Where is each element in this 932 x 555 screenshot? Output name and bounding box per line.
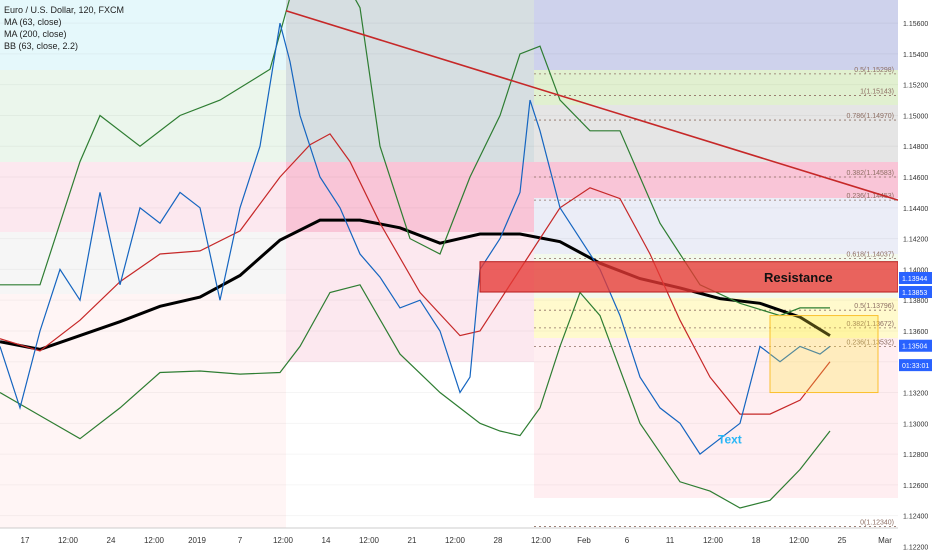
x-tick-label: Feb	[577, 536, 591, 545]
x-tick-label: 28	[494, 536, 503, 545]
price-label: 01:33:01	[902, 363, 929, 370]
series-ma-200-close-	[0, 218, 831, 351]
series-layer	[0, 0, 831, 509]
fib-label: 1(1.15143)	[860, 88, 894, 95]
x-tick-label: 12:00	[359, 536, 380, 545]
y-tick-label: 1.13600	[903, 329, 928, 336]
fib-label: 0.382(1.13672)	[847, 321, 894, 328]
zone-4	[0, 294, 286, 528]
y-tick-label: 1.12200	[903, 544, 928, 550]
y-tick-label: 1.13000	[903, 421, 928, 428]
y-tick-label: 1.14000	[903, 267, 928, 274]
fib-label: 0.236(1.13532)	[847, 339, 894, 346]
y-tick-label: 1.15600	[903, 21, 928, 28]
background-zones	[0, 0, 898, 528]
x-tick-label: 6	[625, 536, 630, 545]
price-labels: 1.13944 1.13853 1.13504 01:33:01	[899, 272, 932, 372]
zone-12	[534, 198, 898, 254]
legend: Euro / U.S. Dollar, 120, FXCM MA (63, cl…	[4, 4, 124, 52]
x-tick-label: 24	[107, 536, 116, 545]
x-tick-label: 12:00	[273, 536, 294, 545]
price-label: 1.13944	[902, 276, 927, 283]
fib-label: 0.236(1.14453)	[847, 193, 894, 200]
fib-label: 0(1.12340)	[860, 519, 894, 526]
y-tick-label: 1.13800	[903, 298, 928, 305]
zone-9	[534, 70, 898, 105]
y-tick-label: 1.15400	[903, 52, 928, 59]
y-tick-label: 1.12600	[903, 483, 928, 490]
y-tick-label: 1.14600	[903, 175, 928, 182]
grid	[0, 22, 898, 547]
resistance-label: Resistance	[764, 270, 833, 285]
fib-retracement-right: 0.5(1.15298) 1(1.15143) 0.786(1.14970) 0.38…	[534, 67, 898, 527]
fib-label: 0.5(1.15298)	[854, 67, 894, 74]
y-tick-label: 1.14800	[903, 144, 928, 151]
x-tick-label: 18	[752, 536, 761, 545]
series-price	[0, 22, 831, 455]
y-tick-label: 1.14200	[903, 237, 928, 244]
price-label-bg	[899, 359, 932, 372]
fib-label: 0.618(1.14037)	[847, 252, 894, 259]
price-label-bg	[899, 272, 932, 285]
y-tick-label: 1.13200	[903, 391, 928, 398]
x-tick-label: 12:00	[789, 536, 810, 545]
fib-label: 0.5(1.13796)	[854, 303, 894, 310]
zone-2	[0, 162, 286, 232]
text-annotation: Text	[718, 432, 742, 446]
legend-ma-63[interactable]: MA (63, close)	[4, 17, 62, 27]
zone-15	[534, 338, 898, 498]
zone-10	[534, 105, 898, 162]
y-tick-label: 1.15200	[903, 83, 928, 90]
x-tick-label: 12:00	[445, 536, 466, 545]
resistance-zone[interactable]	[479, 261, 899, 293]
x-tick-label: 11	[666, 536, 675, 545]
zone-8	[534, 0, 898, 70]
consolidation-box[interactable]	[769, 315, 879, 394]
x-tick-label: 12:00	[531, 536, 552, 545]
x-tick-label: 2019	[188, 536, 206, 545]
y-tick-label: 1.14400	[903, 206, 928, 213]
legend-symbol[interactable]: Euro / U.S. Dollar, 120, FXCM	[4, 5, 125, 15]
series-bb-lower	[0, 284, 831, 509]
zone-14	[534, 298, 898, 338]
x-tick-label: 12:00	[703, 536, 724, 545]
price-label-bg	[899, 286, 932, 299]
price-label: 1.13853	[902, 290, 927, 297]
legend-bb[interactable]: BB (63, close, 2.2)	[4, 41, 79, 51]
y-tick-label: 1.15000	[903, 113, 928, 120]
fib-label: 0.382(1.14583)	[847, 170, 894, 177]
zone-0	[0, 0, 286, 70]
x-tick-label: 25	[838, 536, 847, 545]
y-tick-label: 1.12800	[903, 452, 928, 459]
price-label: 1.13504	[902, 344, 927, 351]
x-tick-label: 21	[408, 536, 417, 545]
trend-line[interactable]	[285, 10, 899, 201]
legend-ma-200[interactable]: MA (200, close)	[4, 29, 67, 39]
price-label-bg	[899, 339, 932, 352]
zone-3	[0, 232, 286, 294]
x-tick-label: 7	[238, 536, 243, 545]
x-tick-label: 17	[21, 536, 30, 545]
y-tick-label: 1.12400	[903, 514, 928, 521]
series-ma-63-close-	[0, 133, 831, 415]
x-tick-label: 14	[322, 536, 331, 545]
x-tick-label: Mar	[878, 536, 892, 545]
fib-label: 0.786(1.14970)	[847, 113, 894, 120]
x-tick-label: 12:00	[144, 536, 165, 545]
zone-1	[0, 70, 286, 162]
x-axis-bg	[0, 528, 898, 550]
x-tick-label: 12:00	[58, 536, 79, 545]
x-axis: 17 12:00 24 12:00 2019 7 12:00 14 12:00 21 12:00 28…	[0, 527, 898, 550]
zone-7	[286, 232, 534, 362]
zone-11	[534, 162, 898, 198]
